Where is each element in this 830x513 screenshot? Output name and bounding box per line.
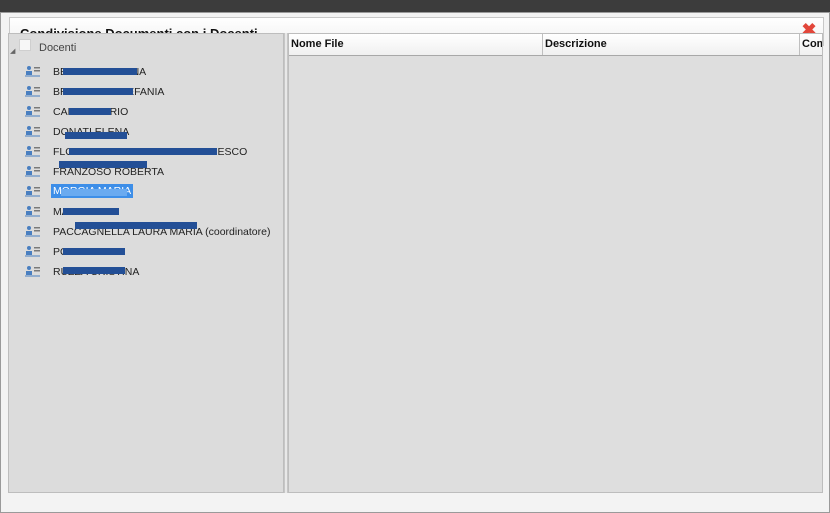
tree-item-teacher[interactable]: DONATI ELENA	[25, 124, 280, 140]
tree-item-teacher[interactable]: PORZIO ANNA	[25, 244, 280, 260]
teacher-icon	[25, 186, 40, 197]
column-header-com[interactable]: Com	[802, 38, 822, 50]
pane-splitter[interactable]	[284, 33, 288, 493]
teachers-tree-panel: ◢ Docenti BELLATI CRISTINA BRUSCHINI STE…	[8, 33, 284, 493]
teacher-icon	[25, 266, 40, 277]
tree-item-teacher[interactable]: BRUSCHINI STEFANIA	[25, 84, 280, 100]
column-header-descrizione[interactable]: Descrizione	[543, 34, 800, 55]
tree-item-teacher[interactable]: FLORIDIA MARCO ROSSI FRANCESCO	[25, 144, 280, 160]
redaction-bar	[63, 267, 125, 274]
teacher-icon	[25, 226, 40, 237]
tree-item-teacher[interactable]: FRANZOSO ROBERTA	[25, 161, 280, 180]
redaction-bar	[63, 208, 119, 215]
grid-header: Nome File Descrizione Com	[289, 34, 822, 56]
tree-root-docenti[interactable]: ◢ Docenti	[9, 39, 279, 55]
tree-item-teacher[interactable]: PACCAGNELLA LAURA MARIA (coordinatore)	[25, 222, 280, 240]
teacher-icon	[25, 206, 40, 217]
column-header-nome-file[interactable]: Nome File	[289, 34, 543, 55]
teacher-icon	[25, 106, 40, 117]
teacher-name: FRANZOSO ROBERTA	[53, 166, 165, 178]
teacher-icon	[25, 126, 40, 137]
tree-expand-icon[interactable]: ◢	[10, 48, 16, 55]
tree-item-teacher-selected[interactable]: MORGIA MARIA	[25, 184, 280, 200]
teacher-icon	[25, 146, 40, 157]
window-top-strip	[0, 0, 830, 14]
redaction-bar	[65, 132, 127, 139]
documents-grid: Nome File Descrizione Com	[288, 33, 823, 493]
teacher-icon	[25, 86, 40, 97]
folder-icon	[19, 39, 31, 51]
redaction-bar	[63, 248, 125, 255]
teacher-icon	[25, 166, 40, 177]
teacher-name: PACCAGNELLA LAURA MARIA (coordinatore)	[53, 226, 271, 238]
teacher-icon	[25, 66, 40, 77]
redaction-bar	[69, 148, 217, 155]
redaction-bar	[63, 88, 133, 95]
redaction-bar	[59, 161, 147, 168]
tree-root-label: Docenti	[39, 42, 77, 54]
tree-item-teacher[interactable]: BELLATI CRISTINA	[25, 64, 280, 80]
redaction-bar	[61, 189, 127, 196]
redaction-bar	[69, 108, 111, 115]
tree-item-teacher[interactable]: RUZZA CRISTINA	[25, 264, 280, 280]
tree-item-teacher[interactable]: CAREM MARIO	[25, 104, 280, 120]
redaction-bar	[63, 68, 137, 75]
teacher-icon	[25, 246, 40, 257]
redaction-bar	[75, 222, 197, 229]
tree-item-teacher[interactable]: MAZZI SIEDA	[25, 204, 280, 220]
